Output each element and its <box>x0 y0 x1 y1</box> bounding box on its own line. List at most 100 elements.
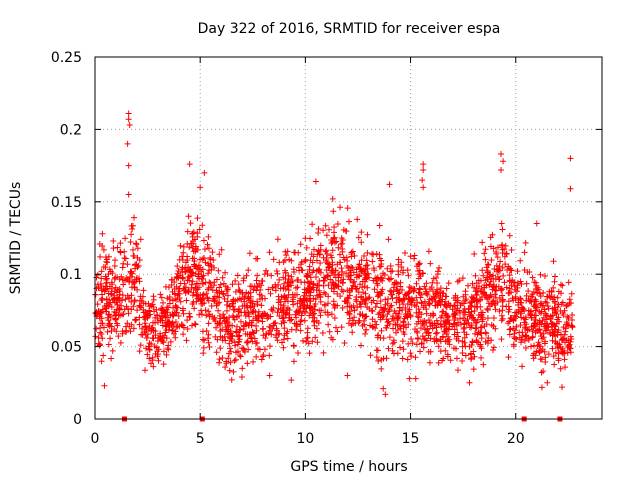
data-point <box>557 343 564 350</box>
data-point <box>282 296 289 303</box>
data-point <box>146 307 153 314</box>
data-point <box>514 268 521 275</box>
data-point <box>536 319 543 326</box>
data-point <box>209 313 216 320</box>
data-point <box>374 289 381 296</box>
data-point <box>468 304 475 311</box>
data-point <box>162 323 169 330</box>
data-point <box>360 317 367 324</box>
data-point <box>387 304 394 311</box>
y-tick-label: 0.25 <box>51 50 82 66</box>
data-point <box>205 320 212 327</box>
data-point <box>565 314 572 321</box>
data-point <box>492 325 499 332</box>
x-tick-label: 20 <box>507 431 525 447</box>
data-point <box>221 314 228 321</box>
data-point <box>479 267 486 274</box>
data-point <box>224 319 231 326</box>
data-point <box>402 249 409 256</box>
data-point <box>505 354 512 361</box>
data-point <box>443 293 450 300</box>
data-point <box>417 325 424 332</box>
data-point <box>418 340 425 347</box>
data-point <box>114 301 121 308</box>
plot-frame <box>94 56 603 420</box>
data-point <box>317 242 324 249</box>
data-point <box>132 265 139 272</box>
data-point <box>504 266 511 273</box>
data-point <box>217 315 224 322</box>
data-point <box>477 329 484 336</box>
data-point <box>216 251 223 258</box>
data-point <box>422 335 429 342</box>
data-point <box>274 270 281 277</box>
data-point <box>444 318 451 325</box>
data-point <box>382 391 389 398</box>
data-point <box>320 349 327 356</box>
data-point <box>528 314 535 321</box>
data-point <box>175 313 182 320</box>
data-point <box>385 236 392 243</box>
data-point <box>439 290 446 297</box>
data-point <box>557 331 564 338</box>
data-point <box>404 301 411 308</box>
data-point <box>505 298 512 305</box>
data-point <box>477 341 484 348</box>
data-point <box>161 332 168 339</box>
data-point <box>225 331 232 338</box>
data-point <box>470 366 477 373</box>
data-point <box>488 301 495 308</box>
data-point <box>251 335 258 342</box>
data-point <box>178 321 185 328</box>
data-point <box>363 326 370 333</box>
data-point <box>213 302 220 309</box>
data-point <box>309 314 316 321</box>
data-point <box>505 308 512 315</box>
data-point <box>543 316 550 323</box>
data-point <box>423 310 430 317</box>
data-point <box>114 244 121 251</box>
data-point <box>451 317 458 324</box>
data-point <box>217 322 224 329</box>
data-point <box>99 295 106 302</box>
data-point <box>353 298 360 305</box>
x-axis-title: GPS time / hours <box>290 459 407 475</box>
data-point <box>371 318 378 325</box>
data-point <box>157 333 164 340</box>
y-tick-label: 0.15 <box>51 195 82 211</box>
data-point <box>200 237 207 244</box>
data-point <box>172 319 179 326</box>
data-point <box>442 303 449 310</box>
data-point <box>374 282 381 289</box>
data-point <box>456 309 463 316</box>
data-point <box>478 324 485 331</box>
data-point <box>162 310 169 317</box>
data-point <box>216 356 223 363</box>
data-point <box>532 307 539 314</box>
data-point <box>329 195 336 202</box>
data-point <box>146 346 153 353</box>
data-point <box>427 335 434 342</box>
data-point <box>362 278 369 285</box>
data-point <box>135 275 142 282</box>
data-point <box>183 337 190 344</box>
data-point <box>373 300 380 307</box>
data-point <box>302 256 309 263</box>
data-point <box>138 331 145 338</box>
data-point <box>568 290 575 297</box>
data-point <box>523 292 530 299</box>
data-point <box>331 314 338 321</box>
data-point <box>200 255 207 262</box>
data-point <box>258 356 265 363</box>
data-point <box>454 367 461 374</box>
data-point <box>226 340 233 347</box>
data-point <box>408 285 415 292</box>
data-point <box>130 325 137 332</box>
data-point <box>503 284 510 291</box>
data-point <box>250 330 257 337</box>
data-point <box>383 316 390 323</box>
data-point <box>517 257 524 264</box>
data-point <box>423 280 430 287</box>
data-point <box>146 311 153 318</box>
data-point <box>136 278 143 285</box>
